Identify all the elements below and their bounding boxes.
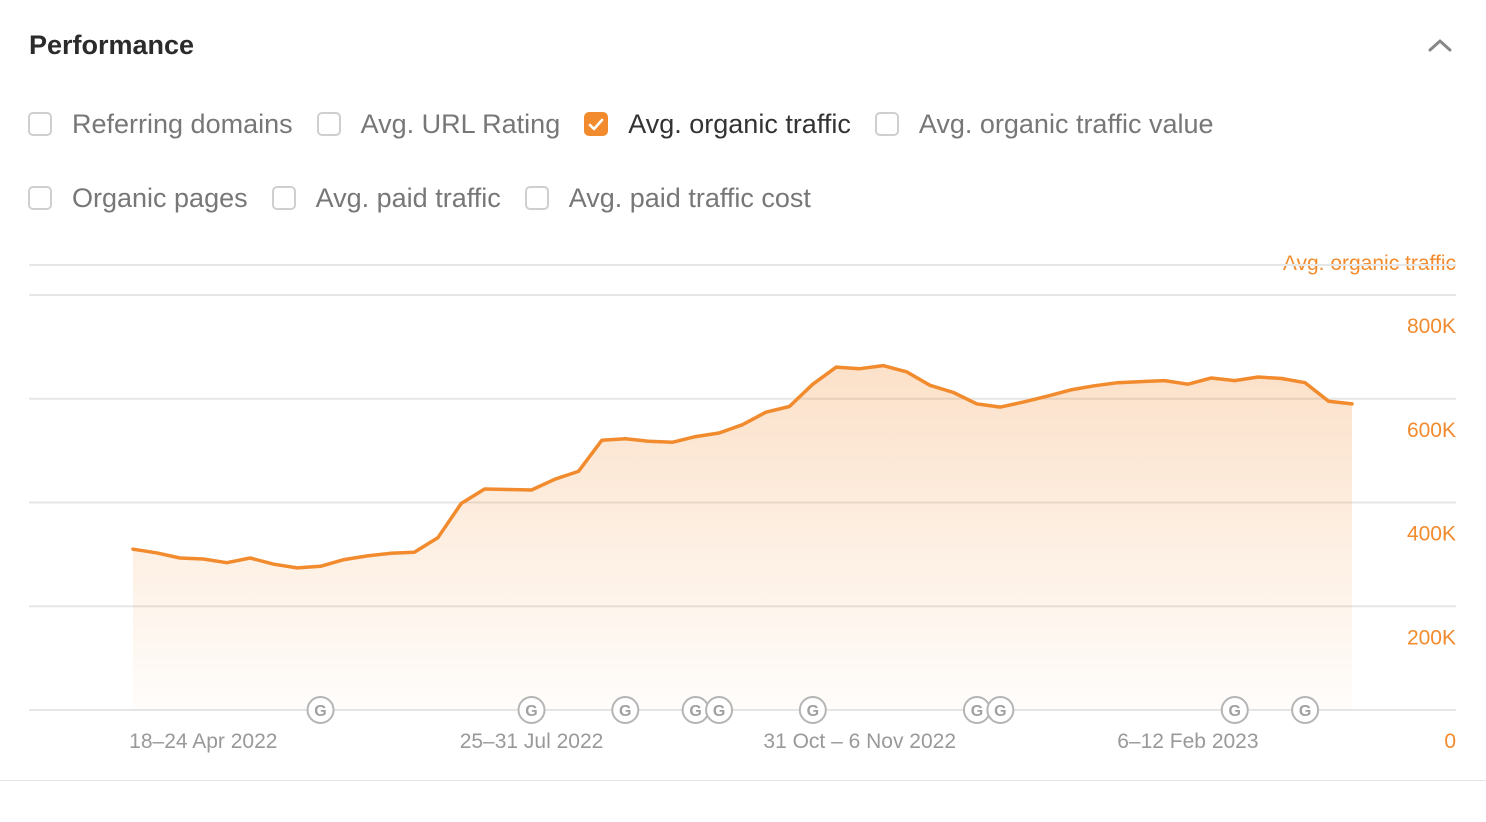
option-avg-paid-traffic-cost[interactable]: Avg. paid traffic cost <box>524 182 811 214</box>
x-tick-label: 6–12 Feb 2023 <box>1117 730 1258 753</box>
collapse-button[interactable] <box>1423 28 1457 62</box>
svg-text:G: G <box>1299 703 1311 720</box>
chart-svg: Avg. organic traffic 0 200K 400K 600K 800K 18–… <box>29 252 1456 753</box>
x-tick-label: 31 Oct – 6 Nov 2022 <box>763 730 956 753</box>
svg-text:G: G <box>314 703 326 720</box>
google-update-icon[interactable]: G <box>986 696 1015 724</box>
google-update-icon[interactable]: G <box>306 696 335 724</box>
panel-title: Performance <box>29 29 195 60</box>
panel-header: Performance <box>29 28 1457 62</box>
option-label: Referring domains <box>72 108 293 139</box>
series-line <box>131 363 1354 570</box>
checkbox[interactable] <box>584 112 609 136</box>
checkbox[interactable] <box>316 112 341 136</box>
google-update-icon[interactable]: G <box>611 696 640 724</box>
option-label: Avg. organic traffic value <box>918 108 1214 139</box>
svg-text:G: G <box>807 703 819 720</box>
option-label: Avg. paid traffic cost <box>568 182 811 213</box>
checkbox[interactable] <box>28 186 52 210</box>
x-tick-label: 25–31 Jul 2022 <box>460 730 604 753</box>
option-label: Organic pages <box>72 182 248 213</box>
google-update-icon[interactable]: G <box>705 696 734 724</box>
footer-divider <box>0 780 1486 781</box>
svg-text:G: G <box>971 703 983 720</box>
option-avg-organic-traffic-value[interactable]: Avg. organic traffic value <box>874 108 1214 140</box>
google-update-icon[interactable]: G <box>1220 696 1249 724</box>
option-organic-pages[interactable]: Organic pages <box>28 183 248 214</box>
option-referring-domains[interactable]: Referring domains <box>28 109 293 140</box>
y-tick-label: 600K <box>1407 419 1456 442</box>
svg-text:G: G <box>525 703 537 720</box>
series-area <box>133 365 1352 710</box>
y-axis-title: Avg. organic traffic <box>1283 252 1456 275</box>
svg-text:G: G <box>1229 703 1241 720</box>
svg-text:G: G <box>689 703 701 720</box>
google-update-icon[interactable]: G <box>681 696 710 724</box>
chevron-up-icon <box>1428 39 1452 52</box>
google-update-icon[interactable]: G <box>798 696 827 724</box>
google-update-icon[interactable]: G <box>517 696 546 724</box>
check-icon <box>588 118 604 130</box>
options-row: Organic pages Avg. paid traffic Avg. paid … <box>28 174 1328 222</box>
google-update-icon[interactable]: G <box>1291 696 1320 724</box>
option-avg-url-rating[interactable]: Avg. URL Rating <box>316 108 561 140</box>
option-label: Avg. organic traffic <box>628 108 851 139</box>
svg-text:G: G <box>713 703 725 720</box>
chart: Avg. organic traffic 0 200K 400K 600K 800K 18–… <box>0 240 1486 760</box>
option-avg-paid-traffic[interactable]: Avg. paid traffic <box>271 182 501 214</box>
option-avg-organic-traffic[interactable]: Avg. organic traffic <box>584 109 851 140</box>
metric-options: Referring domains Avg. URL Rating Avg. org… <box>28 100 1328 248</box>
google-update-icon[interactable]: G <box>962 696 991 724</box>
options-row: Referring domains Avg. URL Rating Avg. org… <box>28 100 1328 148</box>
y-tick-label: 800K <box>1407 315 1456 338</box>
y-tick-label: 0 <box>1444 730 1456 753</box>
option-label: Avg. URL Rating <box>360 108 561 139</box>
checkbox[interactable] <box>874 112 899 136</box>
svg-text:G: G <box>994 703 1006 720</box>
y-tick-label: 400K <box>1407 523 1456 546</box>
svg-text:G: G <box>619 703 631 720</box>
checkbox[interactable] <box>524 186 549 210</box>
checkbox[interactable] <box>271 186 296 210</box>
option-label: Avg. paid traffic <box>315 182 501 213</box>
x-tick-label: 18–24 Apr 2022 <box>129 730 277 753</box>
checkbox[interactable] <box>28 112 52 136</box>
y-tick-label: 200K <box>1407 626 1456 649</box>
